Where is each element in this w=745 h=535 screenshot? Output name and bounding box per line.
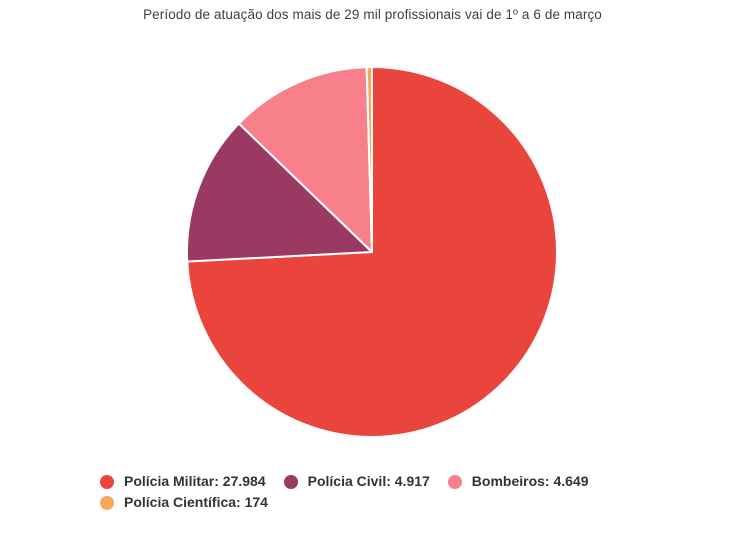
- legend-swatch-icon: [447, 474, 462, 489]
- pie-slice-bombeiros[interactable]: [237, 66, 373, 253]
- legend-label: Polícia Científica: 174: [124, 494, 268, 510]
- legend-swatch-icon: [100, 495, 114, 510]
- legend-swatch-icon: [100, 474, 114, 489]
- chart-title: Período de atuação dos mais de 29 mil pr…: [143, 7, 602, 22]
- legend-swatch-icon: [283, 474, 298, 489]
- pie-slice-pol-cia-civil[interactable]: [185, 122, 373, 263]
- pie-slice-pol-cia-cient-fica[interactable]: [365, 66, 373, 253]
- legend-item-bombeiros[interactable]: Bombeiros: 4.649: [447, 473, 589, 489]
- legend-item-pol-cia-civil[interactable]: Polícia Civil: 4.917: [283, 473, 430, 489]
- legend-label: Polícia Militar: 27.984: [124, 473, 266, 489]
- legend: Polícia Militar: 27.984 Polícia Civil: 4.…: [100, 474, 685, 510]
- pie-chart: [185, 66, 558, 438]
- legend-label: Polícia Civil: 4.917: [307, 473, 430, 489]
- legend-item-pol-cia-militar[interactable]: Polícia Militar: 27.984: [100, 474, 266, 489]
- legend-label: Bombeiros: 4.649: [471, 473, 589, 489]
- legend-item-pol-cia-cient-fica[interactable]: Polícia Científica: 174: [100, 495, 268, 510]
